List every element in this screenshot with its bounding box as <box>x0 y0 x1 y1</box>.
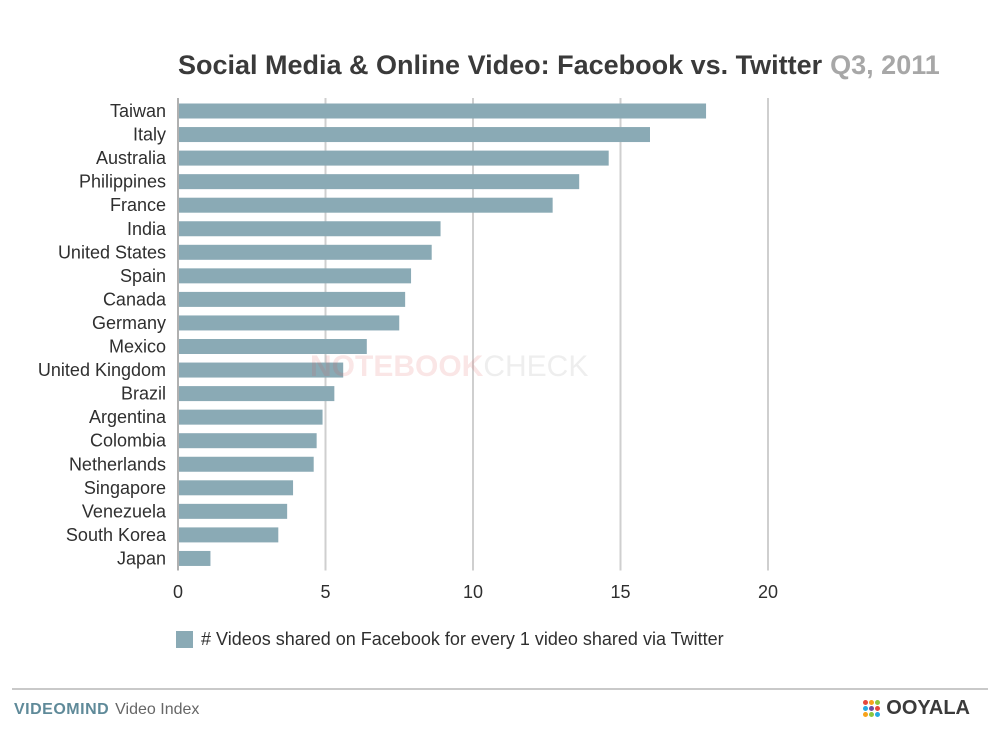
category-label: United Kingdom <box>38 360 166 380</box>
logo-dot <box>875 700 881 705</box>
bar <box>179 174 580 190</box>
x-tick-label: 0 <box>173 582 183 602</box>
category-label: Spain <box>120 266 166 286</box>
bar <box>179 527 279 543</box>
category-label: Singapore <box>84 478 166 498</box>
bar <box>179 268 412 284</box>
watermark-light: CHECK <box>483 350 589 383</box>
legend: # Videos shared on Facebook for every 1 … <box>176 629 724 650</box>
watermark: NOTEBOOKCHECK <box>310 350 588 384</box>
bar <box>179 127 650 143</box>
footer-brand-sub: Video Index <box>115 701 200 718</box>
category-label: Argentina <box>89 407 167 427</box>
logo-dot <box>863 700 869 705</box>
legend-swatch <box>176 631 193 648</box>
bar <box>179 197 553 213</box>
category-label: Canada <box>103 289 167 309</box>
category-label: Philippines <box>79 172 166 192</box>
grid-lines <box>177 98 769 571</box>
x-tick-label: 10 <box>463 582 483 602</box>
category-label: Venezuela <box>82 501 167 521</box>
legend-label: # Videos shared on Facebook for every 1 … <box>201 629 724 649</box>
bar <box>179 221 441 237</box>
category-labels: Taiwan Italy Australia Philippines France Ind… <box>38 101 167 568</box>
category-label: Mexico <box>109 337 166 357</box>
logo-dot <box>875 706 881 711</box>
x-tick-label: 5 <box>320 582 330 602</box>
category-label: India <box>127 219 167 239</box>
category-label: United States <box>58 242 166 262</box>
bar <box>179 339 367 354</box>
bar <box>179 291 406 307</box>
category-label: Italy <box>133 125 166 145</box>
bar <box>179 550 211 566</box>
bar <box>179 386 335 402</box>
category-label: South Korea <box>66 525 167 545</box>
logo-dot <box>869 712 875 717</box>
ooyala-logo-text: OOYALA <box>886 697 970 719</box>
ooyala-dots-icon <box>863 700 881 717</box>
logo-dot <box>863 712 869 717</box>
bar <box>179 409 323 425</box>
watermark-strong: NOTEBOOK <box>310 350 484 383</box>
footer-brand: VIDEOMIND Video Index <box>14 701 199 719</box>
bar <box>179 456 314 472</box>
logo-dot <box>869 706 875 711</box>
bar <box>179 244 432 260</box>
bar <box>179 103 707 119</box>
chart-title-main: Social Media & Online Video: Facebook vs… <box>178 50 823 80</box>
category-label: Germany <box>92 313 166 333</box>
category-label: Colombia <box>90 431 167 451</box>
bar <box>179 150 609 166</box>
x-axis-ticks: 0 5 10 15 20 <box>173 582 778 602</box>
category-label: Netherlands <box>69 454 166 474</box>
logo-dot <box>869 700 875 705</box>
footer-brand-name: VIDEOMIND <box>14 701 110 718</box>
x-tick-label: 20 <box>758 582 778 602</box>
ooyala-logo: OOYALA <box>863 697 970 720</box>
bar <box>179 480 294 496</box>
category-label: Australia <box>96 148 167 168</box>
category-label: Japan <box>117 548 166 568</box>
bars <box>179 103 707 566</box>
bar <box>179 503 288 519</box>
chart-title-period: Q3, 2011 <box>830 50 940 80</box>
chart-title: Social Media & Online Video: Facebook vs… <box>178 50 940 81</box>
logo-dot <box>875 712 881 717</box>
bar <box>179 315 400 331</box>
footer-divider <box>12 688 988 690</box>
category-label: Brazil <box>121 384 166 404</box>
category-label: France <box>110 195 166 215</box>
category-label: Taiwan <box>110 101 166 121</box>
bar <box>179 362 344 378</box>
bar <box>179 433 317 449</box>
x-tick-label: 15 <box>610 582 630 602</box>
logo-dot <box>863 706 869 711</box>
